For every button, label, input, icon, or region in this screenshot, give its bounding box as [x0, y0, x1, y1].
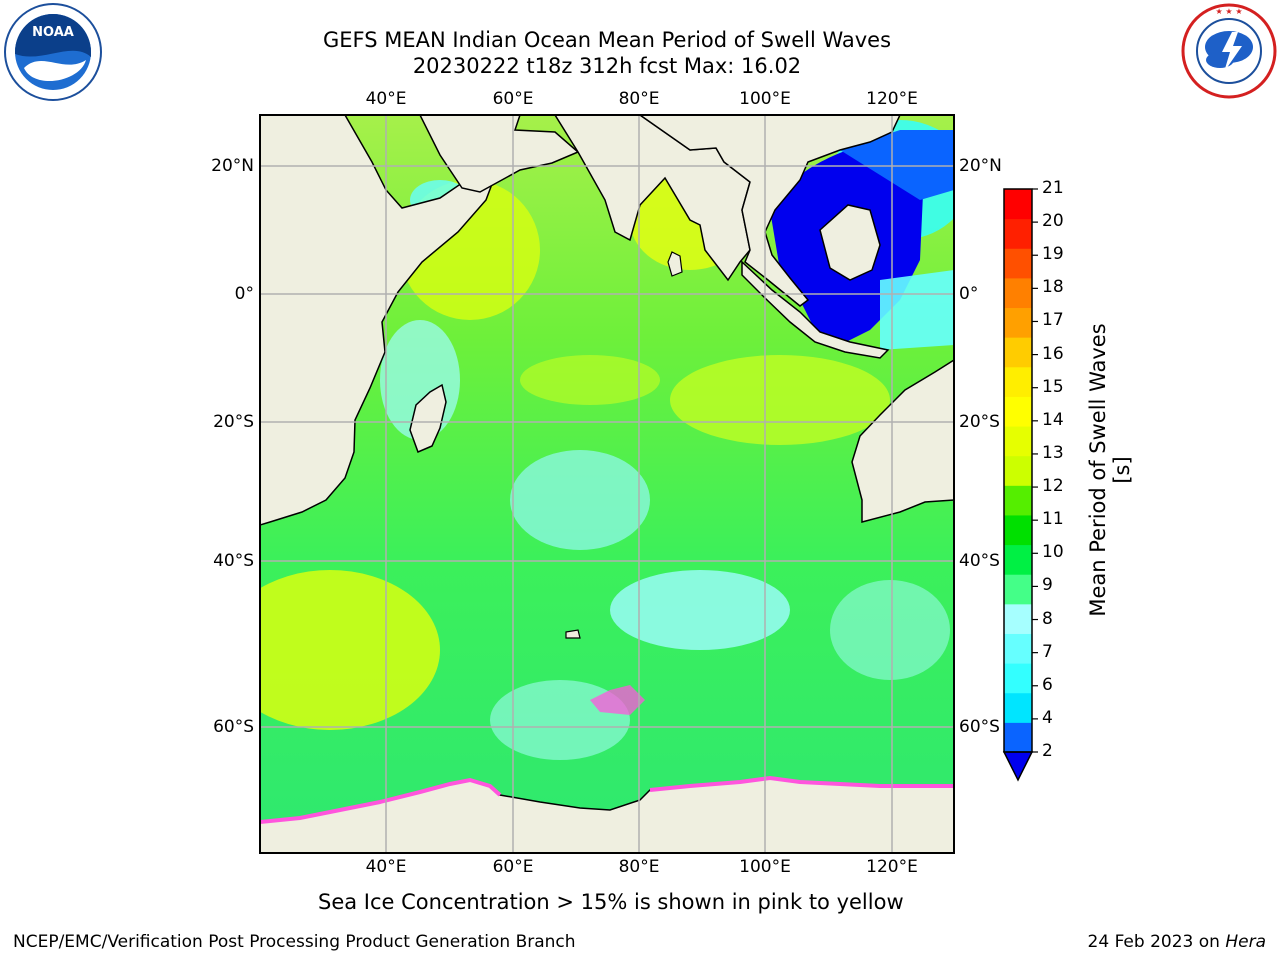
- colorbar-tick-label: 17: [1042, 310, 1064, 331]
- footer-machine: Hera: [1225, 932, 1266, 952]
- colorbar-tick-label: 7: [1042, 641, 1053, 662]
- land-kerguelen: [565, 629, 581, 639]
- lat-tick-left: 20°N: [211, 156, 254, 176]
- lon-tick-top: 40°E: [365, 89, 407, 109]
- lat-tick-right: 20°S: [959, 412, 1000, 432]
- swell-region: [510, 450, 650, 550]
- land-sri-lanka: [667, 251, 683, 277]
- swell-region: [630, 170, 750, 270]
- land-india: [554, 115, 751, 282]
- lon-tick-top: 120°E: [866, 89, 918, 109]
- colorbar-segment: [1004, 337, 1032, 368]
- colorbar: [1002, 188, 1038, 782]
- nws-logo: ★ ★ ★: [1180, 2, 1278, 100]
- swell-region-blue: [770, 140, 925, 345]
- swell-region: [610, 570, 790, 650]
- swell-region: [520, 355, 660, 405]
- land-sumatra-java: [741, 260, 890, 359]
- lon-tick-bottom: 120°E: [866, 857, 918, 877]
- lat-tick-right: 20°N: [959, 156, 1002, 176]
- lat-tick-right: 60°S: [959, 717, 1000, 737]
- colorbar-tick-label: 21: [1042, 178, 1064, 198]
- colorbar-tick-label: 6: [1042, 674, 1053, 695]
- swell-region: [380, 320, 460, 440]
- colorbar-label: Mean Period of Swell Waves [s]: [1086, 323, 1134, 617]
- svg-text:★ ★ ★: ★ ★ ★: [1215, 7, 1242, 16]
- lon-tick-bottom: 60°E: [492, 857, 534, 877]
- colorbar-tick-label: 15: [1042, 376, 1064, 397]
- land-southeast-asia: [638, 115, 901, 307]
- colorbar-segment: [1004, 366, 1032, 397]
- colorbar-segment: [1004, 248, 1032, 279]
- lon-tick-top: 60°E: [492, 89, 534, 109]
- land-arabia: [419, 115, 580, 193]
- lon-tick-top: 100°E: [739, 89, 791, 109]
- ocean-field: [260, 115, 954, 853]
- land-antarctica: [260, 777, 954, 853]
- colorbar-tick-label: 12: [1042, 476, 1064, 497]
- noaa-logo-text: NOAA: [32, 25, 74, 40]
- colorbar-segment: [1004, 633, 1032, 664]
- colorbar-segment: [1004, 485, 1032, 516]
- land-africa: [260, 115, 500, 526]
- colorbar-segment: [1004, 574, 1032, 605]
- land-australia: [851, 359, 954, 523]
- swell-region-blue: [840, 130, 954, 200]
- colorbar-tick-label: 2: [1042, 741, 1053, 761]
- swell-region: [490, 680, 630, 760]
- colorbar-segment: [1004, 218, 1032, 249]
- lat-tick-left: 0°: [234, 284, 254, 304]
- lat-tick-left: 40°S: [213, 551, 254, 571]
- swell-region: [410, 180, 470, 220]
- swell-region: [830, 580, 950, 680]
- land-madagascar: [409, 383, 447, 454]
- chart-title: GEFS MEAN Indian Ocean Mean Period of Sw…: [322, 28, 892, 52]
- colorbar-segment: [1004, 603, 1032, 634]
- chart-subtitle: 20230222 t18z 312h fcst Max: 16.02: [412, 54, 802, 78]
- colorbar-tick-label: 9: [1042, 575, 1053, 596]
- colorbar-tick-label: 13: [1042, 442, 1064, 463]
- lon-tick-bottom: 40°E: [365, 857, 407, 877]
- footer-credit: NCEP/EMC/Verification Post Processing Pr…: [13, 932, 576, 952]
- lon-tick-bottom: 80°E: [618, 857, 660, 877]
- swell-region: [670, 355, 890, 445]
- colorbar-frame: [1003, 188, 1033, 753]
- colorbar-tick-label: 11: [1042, 509, 1064, 530]
- colorbar-tick-label: 10: [1042, 542, 1064, 563]
- swell-region: [830, 120, 954, 240]
- colorbar-tick-label: 20: [1042, 211, 1064, 232]
- footer-date: 24 Feb 2023 on Hera: [1088, 932, 1266, 952]
- colorbar-extend-arrow: [1002, 751, 1034, 782]
- graticule: [260, 115, 954, 853]
- sea-ice-patch: [590, 685, 645, 715]
- colorbar-tick-label: 19: [1042, 244, 1064, 265]
- lat-tick-right: 40°S: [959, 551, 1000, 571]
- swell-region: [260, 570, 440, 730]
- colorbar-segment: [1004, 189, 1032, 220]
- land-borneo: [819, 204, 881, 281]
- swell-region: [400, 180, 540, 320]
- map-caption: Sea Ice Concentration > 15% is shown in …: [318, 890, 904, 914]
- lat-tick-right: 0°: [959, 284, 979, 304]
- colorbar-tick-label: 8: [1042, 608, 1053, 629]
- colorbar-segment: [1004, 514, 1032, 546]
- lon-tick-top: 80°E: [618, 89, 660, 109]
- colorbar-segment: [1004, 455, 1032, 486]
- lon-tick-bottom: 100°E: [739, 857, 791, 877]
- footer-date-text: 24 Feb 2023 on: [1087, 932, 1226, 952]
- lat-tick-left: 60°S: [213, 717, 254, 737]
- colorbar-tick-label: 14: [1042, 409, 1064, 430]
- noaa-logo: NOAA: [2, 2, 104, 102]
- colorbar-tick-label: 4: [1042, 707, 1053, 728]
- swell-region: [880, 270, 954, 350]
- map-frame: [259, 114, 955, 854]
- colorbar-segment: [1004, 663, 1032, 694]
- colorbar-segment: [1004, 307, 1032, 338]
- colorbar-tick-label: 16: [1042, 343, 1064, 364]
- lat-tick-left: 20°S: [213, 412, 254, 432]
- sea-ice-edge: [260, 777, 502, 824]
- colorbar-tick-label: 18: [1042, 277, 1064, 298]
- sea-ice-edge: [649, 775, 954, 792]
